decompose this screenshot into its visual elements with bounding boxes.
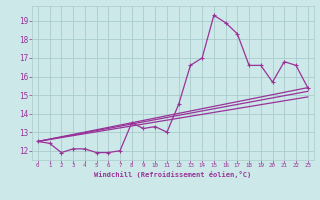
- X-axis label: Windchill (Refroidissement éolien,°C): Windchill (Refroidissement éolien,°C): [94, 171, 252, 178]
